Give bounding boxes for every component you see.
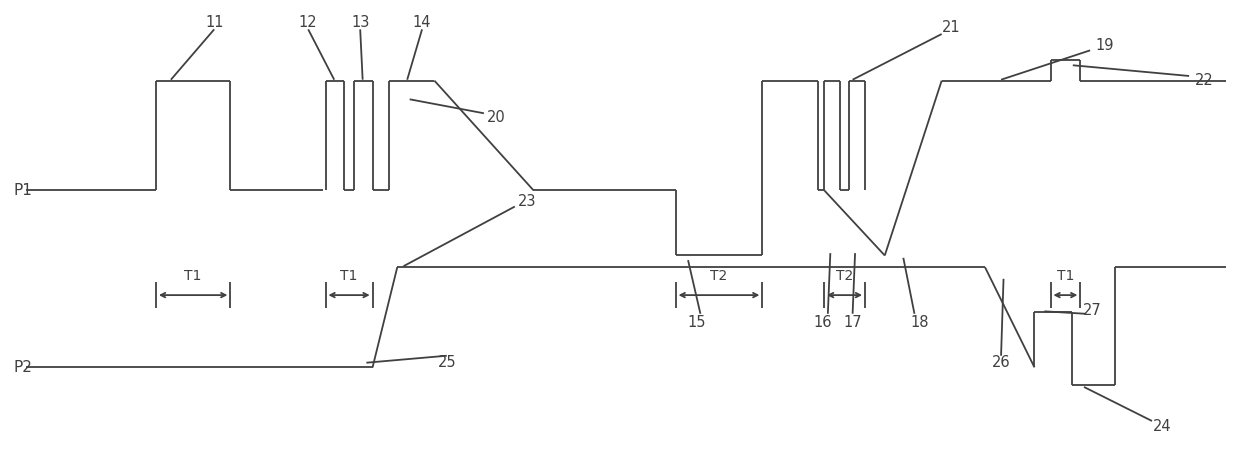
Text: T2: T2 [711,269,728,283]
Text: T2: T2 [836,269,853,283]
Text: 14: 14 [413,15,432,30]
Text: 26: 26 [992,355,1011,370]
Text: T1: T1 [340,269,357,283]
Text: P2: P2 [14,360,32,375]
Text: 15: 15 [687,315,706,330]
Text: 16: 16 [813,315,832,330]
Text: 24: 24 [1153,419,1172,434]
Text: 17: 17 [843,315,862,330]
Text: 23: 23 [518,194,537,209]
Text: 22: 22 [1194,73,1214,88]
Text: 12: 12 [299,15,317,30]
Text: 13: 13 [351,15,370,30]
Text: T1: T1 [185,269,202,283]
Text: 25: 25 [438,355,456,370]
Text: 18: 18 [910,315,929,330]
Text: 20: 20 [487,110,506,125]
Text: 19: 19 [1096,38,1115,53]
Text: 21: 21 [942,20,961,35]
Text: T1: T1 [1056,269,1074,283]
Text: 11: 11 [205,15,223,30]
Text: 27: 27 [1084,303,1102,318]
Text: P1: P1 [14,183,32,198]
